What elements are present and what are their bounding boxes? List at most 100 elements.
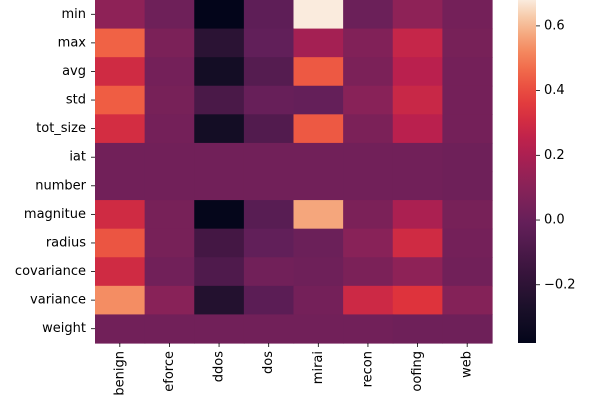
column-tick-labels: benign eforce ddos dos mirai recon oofing web xyxy=(112,343,475,396)
heatmap-cell-weight-recon xyxy=(343,314,394,344)
heatmap-cell-min-dos xyxy=(243,0,295,30)
heatmap-cell-std-recon xyxy=(343,85,394,115)
heatmap-cell-radius-mirai xyxy=(293,228,344,258)
heatmap-cell-magnitue-web xyxy=(442,200,493,230)
row-label-max: max xyxy=(58,35,87,50)
colorbar-tick-label: 0.0 xyxy=(544,213,565,228)
heatmap-cell-tot-size-recon xyxy=(343,114,394,144)
heatmap-cell-tot-size-benign xyxy=(95,114,146,144)
column-label-recon: recon xyxy=(360,351,375,387)
heatmap-cell-iat-web xyxy=(442,142,493,173)
heatmap-cell-min-spoofing xyxy=(392,0,443,30)
heatmap-cell-magnitue-dos xyxy=(243,200,295,230)
heatmap-cell-tot-size-ddos xyxy=(194,114,245,144)
heatmap-cell-number-ddos xyxy=(194,171,245,201)
heatmap-cell-covariance-mirai xyxy=(293,257,344,287)
column-label-ddos: ddos xyxy=(212,351,227,382)
heatmap-cell-variance-ddos xyxy=(194,285,245,316)
row-label-magnitue: magnitue xyxy=(24,207,86,222)
heatmap-cell-avg-web xyxy=(442,57,493,87)
column-label-mirai: mirai xyxy=(311,351,326,384)
heatmap-cell-covariance-ddos xyxy=(194,257,245,287)
colorbar: −0.2 0.0 0.2 0.4 0.6 xyxy=(518,0,576,343)
heatmap-cell-covariance-bruteforce xyxy=(144,257,195,287)
heatmap-cell-covariance-spoofing xyxy=(392,257,443,287)
heatmap-cell-number-web xyxy=(442,171,493,201)
row-label-avg: avg xyxy=(62,64,86,79)
heatmap-cell-magnitue-spoofing xyxy=(392,200,443,230)
row-label-variance: variance xyxy=(30,293,86,308)
heatmap-cell-magnitue-recon xyxy=(343,200,394,230)
column-label-dos: dos xyxy=(261,351,276,374)
heatmap-cell-iat-ddos xyxy=(194,142,245,173)
heatmap-cell-max-web xyxy=(442,28,493,58)
heatmap-cell-radius-spoofing xyxy=(392,228,443,258)
heatmap-cell-avg-recon xyxy=(343,57,394,87)
heatmap-cell-variance-recon xyxy=(343,285,394,316)
heatmap-cell-radius-dos xyxy=(243,228,295,258)
heatmap-cell-weight-dos xyxy=(243,314,295,344)
heatmap-cell-number-recon xyxy=(343,171,394,201)
heatmap-cell-max-spoofing xyxy=(392,28,443,58)
heatmap-cell-tot-size-web xyxy=(442,114,493,144)
heatmap-cell-min-benign xyxy=(95,0,146,30)
heatmap-cell-std-ddos xyxy=(194,85,245,115)
column-label-web: web xyxy=(460,351,475,378)
heatmap-cell-magnitue-benign xyxy=(95,200,146,230)
colorbar-tick-label: 0.2 xyxy=(544,148,565,163)
heatmap-cell-variance-web xyxy=(442,285,493,316)
heatmap-cell-weight-benign xyxy=(95,314,146,344)
row-label-tot-size: tot_size xyxy=(36,121,86,136)
heatmap-cell-variance-bruteforce xyxy=(144,285,195,316)
heatmap-cell-iat-spoofing xyxy=(392,142,443,173)
heatmap-cell-number-spoofing xyxy=(392,171,443,201)
heatmap-cell-covariance-recon xyxy=(343,257,394,287)
heatmap-cell-radius-recon xyxy=(343,228,394,258)
heatmap-cell-iat-dos xyxy=(243,142,295,173)
heatmap-cell-weight-spoofing xyxy=(392,314,443,344)
heatmap-cell-avg-mirai xyxy=(293,57,344,87)
colorbar-tick-label: −0.2 xyxy=(544,277,576,292)
heatmap-cell-covariance-web xyxy=(442,257,493,287)
heatmap-cell-avg-benign xyxy=(95,57,146,87)
heatmap-cell-std-bruteforce xyxy=(144,85,195,115)
heatmap-cell-std-mirai xyxy=(293,85,344,115)
heatmap-cell-std-web xyxy=(442,85,493,115)
row-label-number: number xyxy=(35,178,86,193)
row-label-weight: weight xyxy=(42,321,86,336)
heatmap-cell-variance-mirai xyxy=(293,285,344,316)
heatmap-cell-weight-web xyxy=(442,314,493,344)
heatmap-cell-magnitue-bruteforce xyxy=(144,200,195,230)
heatmap-cell-tot-size-spoofing xyxy=(392,114,443,144)
heatmap-cell-number-mirai xyxy=(293,171,344,201)
heatmap-cell-std-benign xyxy=(95,85,146,115)
heatmap-cell-radius-ddos xyxy=(194,228,245,258)
heatmap-cell-weight-mirai xyxy=(293,314,344,344)
heatmap-cell-number-benign xyxy=(95,171,146,201)
heatmap-cell-weight-ddos xyxy=(194,314,245,344)
column-label-bruteforce: eforce xyxy=(162,351,177,392)
heatmap-cell-min-ddos xyxy=(194,0,245,30)
heatmap-cell-weight-bruteforce xyxy=(144,314,195,344)
heatmap-cell-covariance-dos xyxy=(243,257,295,287)
column-label-spoofing: oofing xyxy=(410,351,425,392)
heatmap-cell-max-dos xyxy=(243,28,295,58)
heatmap-cell-max-benign xyxy=(95,28,146,58)
heatmap-cell-min-bruteforce xyxy=(144,0,195,30)
heatmap-cell-tot-size-mirai xyxy=(293,114,344,144)
heatmap-cells xyxy=(95,0,493,344)
heatmap-cell-avg-ddos xyxy=(194,57,245,87)
colorbar-gradient xyxy=(518,0,536,343)
row-label-covariance: covariance xyxy=(15,264,86,279)
heatmap-cell-avg-bruteforce xyxy=(144,57,195,87)
row-label-std: std xyxy=(66,93,86,108)
heatmap-cell-max-recon xyxy=(343,28,394,58)
heatmap-cell-iat-bruteforce xyxy=(144,142,195,173)
heatmap-cell-number-dos xyxy=(243,171,295,201)
heatmap-cell-variance-dos xyxy=(243,285,295,316)
heatmap-cell-min-recon xyxy=(343,0,394,30)
heatmap-cell-number-bruteforce xyxy=(144,171,195,201)
heatmap-cell-avg-spoofing xyxy=(392,57,443,87)
